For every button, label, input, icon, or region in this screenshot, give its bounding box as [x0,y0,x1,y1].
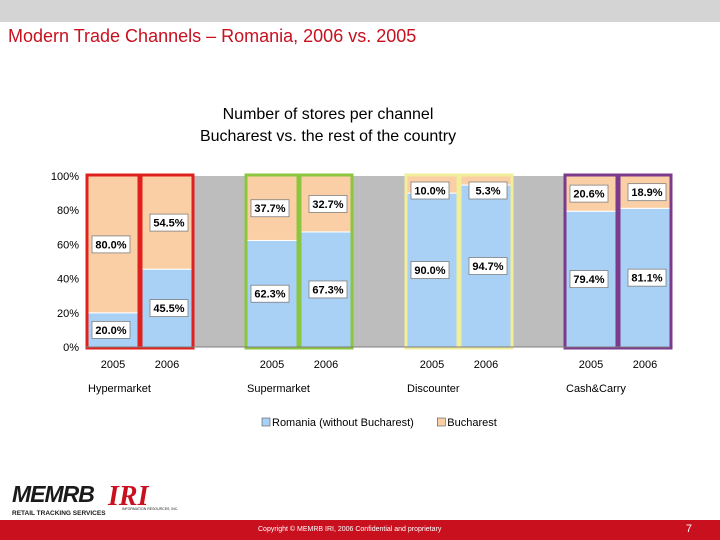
data-label-box [627,183,667,202]
bar-frame [85,173,141,350]
x-tick-label-year: 2005 [260,359,284,371]
x-tick-label-year: 2006 [474,359,498,371]
group-label: Cash&Carry [566,383,626,395]
iri-logo-tagline: INFORMATION RESOURCES, INC. [122,507,178,511]
data-label-bucharest: 80.0% [95,239,126,251]
bar-frame [298,173,354,350]
data-label-bucharest: 54.5% [153,218,184,230]
data-label-box [410,181,450,200]
chart-title-line-1: Number of stores per channel [222,106,434,123]
x-tick-label-year: 2006 [633,359,657,371]
y-tick-label: 80% [57,205,79,217]
data-label-bucharest: 10.0% [414,186,445,198]
copyright-notice: Copyright © MEMRB IRI, 2006 Confidential… [258,526,442,533]
data-label-romania: 62.3% [254,289,285,301]
data-label-box [468,181,508,200]
x-tick-label-year: 2006 [155,359,179,371]
y-tick-label: 20% [57,308,79,320]
data-label-romania: 20.0% [95,325,126,337]
data-label-bucharest: 18.9% [631,187,662,199]
bar-frame [563,173,619,350]
data-label-box [91,320,131,339]
data-label-romania: 90.0% [414,265,445,277]
data-label-romania: 45.5% [153,303,184,315]
page-number: 7 [685,523,692,535]
group-label: Supermarket [247,383,310,395]
data-label-box [410,261,450,279]
y-tick-label: 60% [57,239,79,251]
data-label-bucharest: 37.7% [254,203,285,215]
data-label-box [250,199,290,218]
x-tick-label-year: 2005 [101,359,125,371]
data-label-box [627,268,667,287]
data-label-bucharest: 20.6% [573,189,604,201]
bar-frame [404,173,460,350]
data-label-romania: 67.3% [312,284,343,296]
y-tick-label: 0% [63,342,79,354]
legend-label: Bucharest [447,417,497,429]
data-label-box [91,235,131,254]
bar-frame [244,173,300,350]
data-label-box [308,280,348,299]
data-label-bucharest: 5.3% [475,186,500,198]
group-label: Hypermarket [88,383,151,395]
data-label-romania: 79.4% [573,274,604,286]
data-label-romania: 94.7% [472,261,503,273]
x-tick-label-year: 2006 [314,359,338,371]
memrb-logo-tagline: RETAIL TRACKING SERVICES [12,510,106,517]
bar-frame [458,173,514,350]
legend-label: Romania (without Bucharest) [272,417,414,429]
group-label: Discounter [407,383,460,395]
slide-title: Modern Trade Channels – Romania, 2006 vs… [8,26,417,46]
data-label-box [468,257,508,275]
y-tick-label: 40% [57,274,79,286]
legend-swatch [261,417,271,427]
footer-bar [0,520,720,540]
x-tick-label-year: 2005 [420,359,444,371]
x-tick-label-year: 2005 [579,359,603,371]
data-label-box [569,184,609,203]
iri-logo-text: IRI [107,481,150,512]
top-bar [0,0,720,22]
data-label-box [250,284,290,303]
legend-swatch [436,417,446,427]
chart-title-line-2: Bucharest vs. the rest of the country [199,128,457,145]
data-label-romania: 81.1% [631,273,662,285]
memrb-iri-logo: MEMRB RETAIL TRACKING SERVICES IRI INFOR… [12,481,178,517]
stacked-bar-chart: 0% 20% 40% 60% 80% 100% 80.0% 20.0% 2005 54.5% 45.… [51,171,673,429]
data-label-bucharest: 32.7% [312,199,343,211]
y-tick-label: 100% [51,171,79,183]
footer-divider [0,519,720,520]
data-label-box [569,270,609,289]
bar-frame [139,173,195,350]
data-label-box [308,195,348,213]
data-label-box [149,213,189,232]
chart-title: Number of stores per channel Bucharest v… [0,104,656,148]
memrb-logo-text: MEMRB [12,481,94,507]
data-label-box [149,299,189,317]
bar-frame [617,173,673,350]
